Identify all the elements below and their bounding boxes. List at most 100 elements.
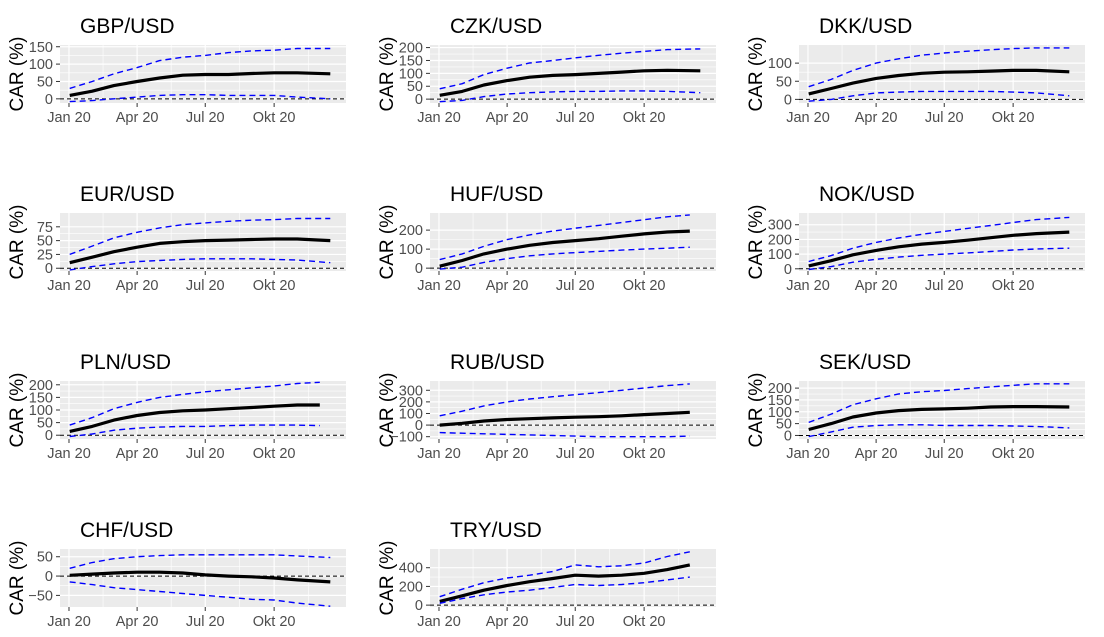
- panel-title: SEK/USD: [819, 351, 911, 374]
- x-tick-label: Apr 20: [486, 110, 529, 126]
- car-line: [808, 68, 1070, 96]
- car-line: [439, 68, 701, 97]
- x-tick-label: Apr 20: [486, 614, 529, 630]
- y-tick-label: 0: [784, 428, 792, 444]
- lower-band-line: [69, 581, 331, 607]
- panel-title: RUB/USD: [450, 351, 545, 374]
- lower-band-line: [808, 90, 1070, 102]
- lower-band-line: [69, 424, 320, 438]
- x-tick-label: Jul 20: [186, 110, 225, 126]
- x-tick-label: Apr 20: [855, 110, 898, 126]
- car-line: [808, 405, 1070, 432]
- y-axis-label: CAR (%): [377, 541, 398, 616]
- x-tick-label: Apr 20: [855, 446, 898, 462]
- y-tick-label: 200: [768, 232, 792, 248]
- x-tick-label: Jul 20: [186, 278, 225, 294]
- x-tick-label: Okt 20: [253, 614, 296, 630]
- x-tick-label: Jan 20: [47, 614, 91, 630]
- panel-background: [430, 549, 716, 607]
- x-tick-label: Okt 20: [992, 446, 1035, 462]
- y-tick-label: 100: [768, 247, 792, 263]
- x-tick-label: Okt 20: [623, 614, 666, 630]
- x-tick-label: Okt 20: [623, 446, 666, 462]
- y-axis-label: CAR (%): [377, 37, 398, 112]
- y-tick-label: 100: [768, 56, 792, 72]
- upper-band-line: [439, 214, 690, 261]
- y-tick-label: 50: [407, 79, 423, 95]
- y-tick-label: 200: [29, 378, 53, 394]
- x-tick-label: Apr 20: [116, 110, 159, 126]
- panel-title: GBP/USD: [80, 15, 175, 38]
- lower-band-line: [69, 258, 331, 271]
- panel-background: [60, 549, 346, 607]
- x-tick-label: Jan 20: [47, 278, 91, 294]
- panel-title: CZK/USD: [450, 15, 542, 38]
- upper-band-line: [439, 383, 690, 417]
- y-tick-label: 150: [399, 53, 423, 69]
- lower-band-line: [808, 424, 1070, 438]
- lower-band-line: [439, 246, 690, 270]
- upper-band-line: [69, 381, 320, 426]
- x-tick-label: Jul 20: [186, 446, 225, 462]
- x-tick-label: Okt 20: [253, 278, 296, 294]
- y-tick-label: 200: [399, 41, 423, 57]
- y-tick-label: 0: [415, 598, 423, 614]
- x-tick-label: Okt 20: [623, 278, 666, 294]
- y-tick-label: 0: [784, 92, 792, 108]
- y-tick-label: 200: [399, 223, 423, 239]
- x-tick-label: Jul 20: [556, 614, 595, 630]
- panel-title: PLN/USD: [80, 351, 171, 374]
- car-line: [69, 570, 331, 584]
- y-tick-label: 0: [45, 261, 53, 277]
- car-line: [69, 71, 331, 97]
- panel-title: NOK/USD: [819, 183, 915, 206]
- y-tick-label: 150: [29, 40, 53, 56]
- x-tick-label: Okt 20: [623, 110, 666, 126]
- y-axis-label: CAR (%): [377, 205, 398, 280]
- x-tick-label: Jan 20: [47, 110, 91, 126]
- x-tick-label: Jul 20: [186, 614, 225, 630]
- y-tick-label: 50: [776, 74, 792, 90]
- x-tick-label: Jan 20: [417, 278, 461, 294]
- x-tick-label: Jan 20: [786, 446, 830, 462]
- x-tick-label: Jan 20: [786, 278, 830, 294]
- upper-band-line: [69, 554, 331, 569]
- upper-band-line: [808, 383, 1070, 424]
- x-tick-label: Okt 20: [992, 110, 1035, 126]
- panel: HUF/USD CAR (%) 0 100 200 Jan 20 Apr 20 Jul 20 O…: [377, 183, 716, 294]
- upper-band-line: [69, 217, 331, 256]
- x-tick-label: Apr 20: [486, 446, 529, 462]
- y-axis-label: CAR (%): [7, 37, 28, 112]
- panel-title: HUF/USD: [450, 183, 543, 206]
- x-tick-label: Jul 20: [925, 278, 964, 294]
- x-tick-label: Apr 20: [486, 278, 529, 294]
- y-tick-label: 0: [784, 262, 792, 278]
- panel-title: TRY/USD: [450, 519, 542, 542]
- y-tick-label: 50: [37, 234, 53, 250]
- y-tick-label: 100: [29, 57, 53, 73]
- x-tick-label: Jul 20: [925, 446, 964, 462]
- x-tick-label: Jan 20: [417, 446, 461, 462]
- panel: TRY/USD CAR (%) 0 200 400 Jan 20 Apr 20 Jul 20 O…: [377, 519, 716, 630]
- upper-band-line: [69, 47, 331, 90]
- lower-band-line: [439, 90, 701, 103]
- upper-band-line: [439, 551, 690, 598]
- y-tick-label: 50: [776, 417, 792, 433]
- x-tick-label: Jan 20: [417, 110, 461, 126]
- panel-background: [799, 45, 1085, 103]
- y-axis-label: CAR (%): [746, 205, 767, 280]
- x-tick-label: Jul 20: [556, 110, 595, 126]
- x-tick-label: Jan 20: [786, 110, 830, 126]
- y-tick-label: 150: [29, 390, 53, 406]
- x-tick-label: Jan 20: [47, 446, 91, 462]
- y-tick-label: 100: [399, 66, 423, 82]
- x-tick-label: Okt 20: [253, 110, 296, 126]
- lower-band-line: [69, 94, 331, 103]
- y-tick-label: −100: [390, 430, 423, 446]
- x-tick-label: Apr 20: [116, 278, 159, 294]
